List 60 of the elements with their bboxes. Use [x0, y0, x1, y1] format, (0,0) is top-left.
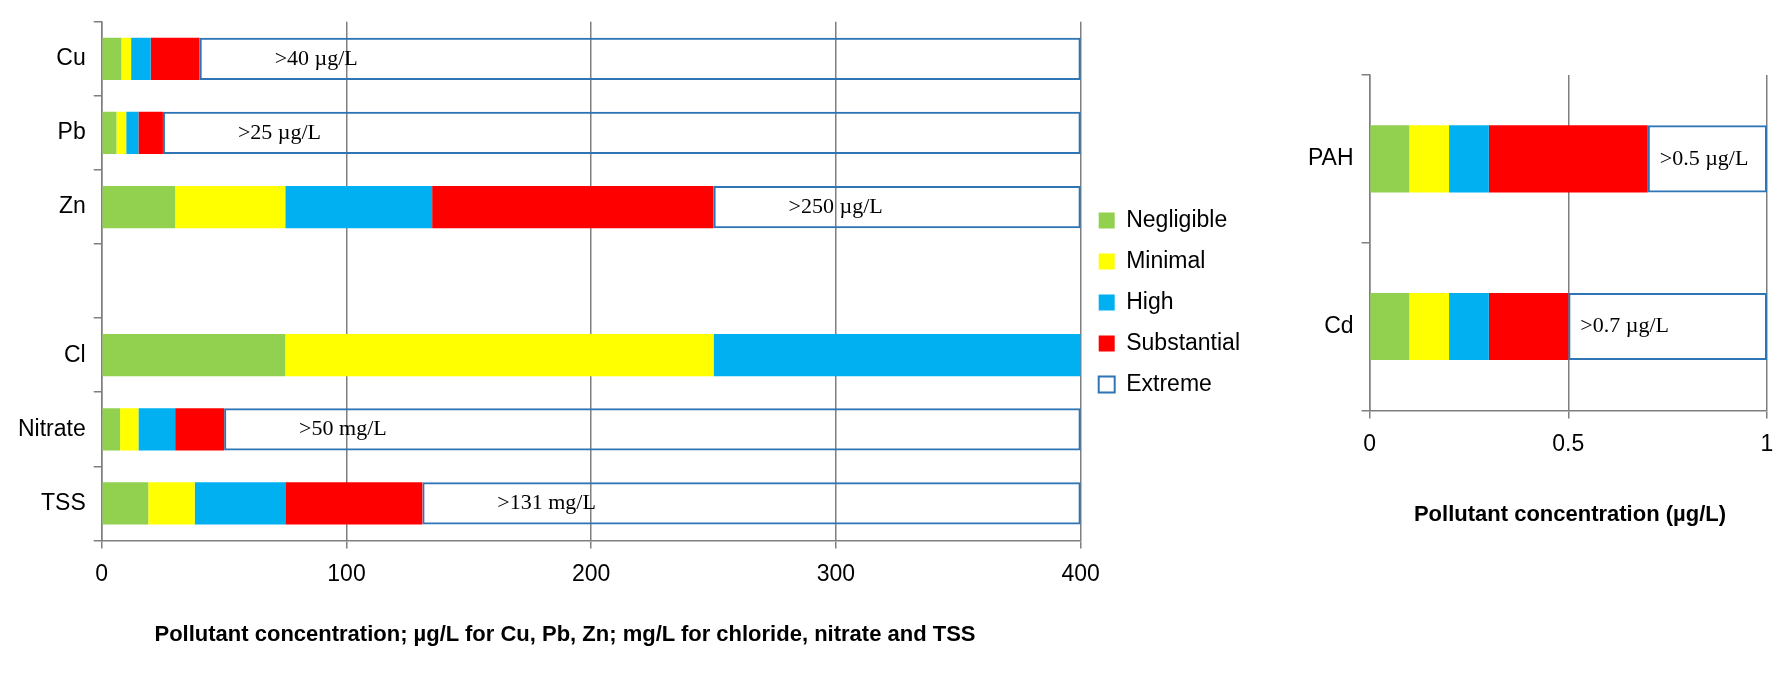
bar	[138, 408, 176, 451]
y-tick-label: Pb	[57, 118, 86, 145]
bar	[126, 111, 139, 155]
data-label: >50 mg/L	[299, 415, 387, 441]
data-label: >131 mg/L	[497, 489, 596, 515]
bar	[1449, 293, 1489, 361]
y-tick-label: Nitrate	[17, 414, 86, 441]
bar	[285, 334, 714, 377]
y-tick-label: Cd	[1324, 311, 1354, 338]
bar	[102, 482, 149, 525]
x-tick-label: 100	[327, 559, 366, 586]
bar	[120, 408, 139, 451]
bar	[1370, 293, 1410, 361]
bar	[1409, 125, 1450, 193]
legend-label: Minimal	[1126, 246, 1206, 273]
data-label: >0.7 µg/L	[1580, 312, 1669, 338]
bar	[175, 408, 225, 451]
bar	[102, 37, 122, 80]
x-tick-label: 0	[1363, 429, 1376, 456]
bar	[148, 482, 195, 525]
x-axis-title: Pollutant concentration; µg/L for Cu, Pb, Zn; mg/L for chloride, nitrate and TSS	[153, 620, 977, 647]
y-tick-label: Cu	[56, 44, 86, 71]
bar	[432, 185, 714, 229]
bar	[175, 185, 286, 229]
x-tick-label: 400	[1061, 559, 1100, 586]
x-axis-title: Pollutant concentration (µg/L)	[1412, 500, 1728, 527]
x-tick-label: 0.5	[1552, 429, 1585, 456]
bar	[1449, 125, 1489, 193]
bar	[150, 37, 200, 80]
bar	[116, 111, 127, 155]
data-label: >40 µg/L	[274, 44, 358, 70]
bar	[102, 185, 176, 229]
bar	[1409, 293, 1450, 361]
bar	[1488, 125, 1648, 193]
y-tick-label: PAH	[1307, 144, 1354, 171]
y-tick-label: Zn	[58, 192, 86, 219]
bar	[121, 37, 132, 80]
bar	[194, 482, 286, 525]
legend-label: Negligible	[1126, 205, 1228, 232]
bar	[138, 111, 163, 155]
data-label: >25 µg/L	[237, 118, 322, 144]
bar	[285, 185, 433, 229]
y-tick-label: TSS	[41, 488, 86, 515]
bar	[102, 334, 286, 377]
bar	[1370, 125, 1410, 193]
bar	[102, 111, 117, 155]
legend-label: High	[1126, 287, 1174, 314]
data-label: >250 µg/L	[788, 192, 883, 218]
bar	[1488, 293, 1569, 361]
bar	[102, 408, 121, 451]
bar	[285, 482, 423, 525]
x-tick-label: 1	[1760, 429, 1774, 456]
x-tick-label: 0	[95, 559, 109, 586]
bar	[131, 37, 151, 80]
x-tick-label: 300	[816, 559, 856, 586]
legend-label: Substantial	[1126, 328, 1241, 355]
y-tick-label: Cl	[64, 340, 86, 367]
bar	[713, 334, 1081, 377]
legend-label: Extreme	[1126, 369, 1212, 396]
x-tick-label: 200	[572, 559, 611, 586]
